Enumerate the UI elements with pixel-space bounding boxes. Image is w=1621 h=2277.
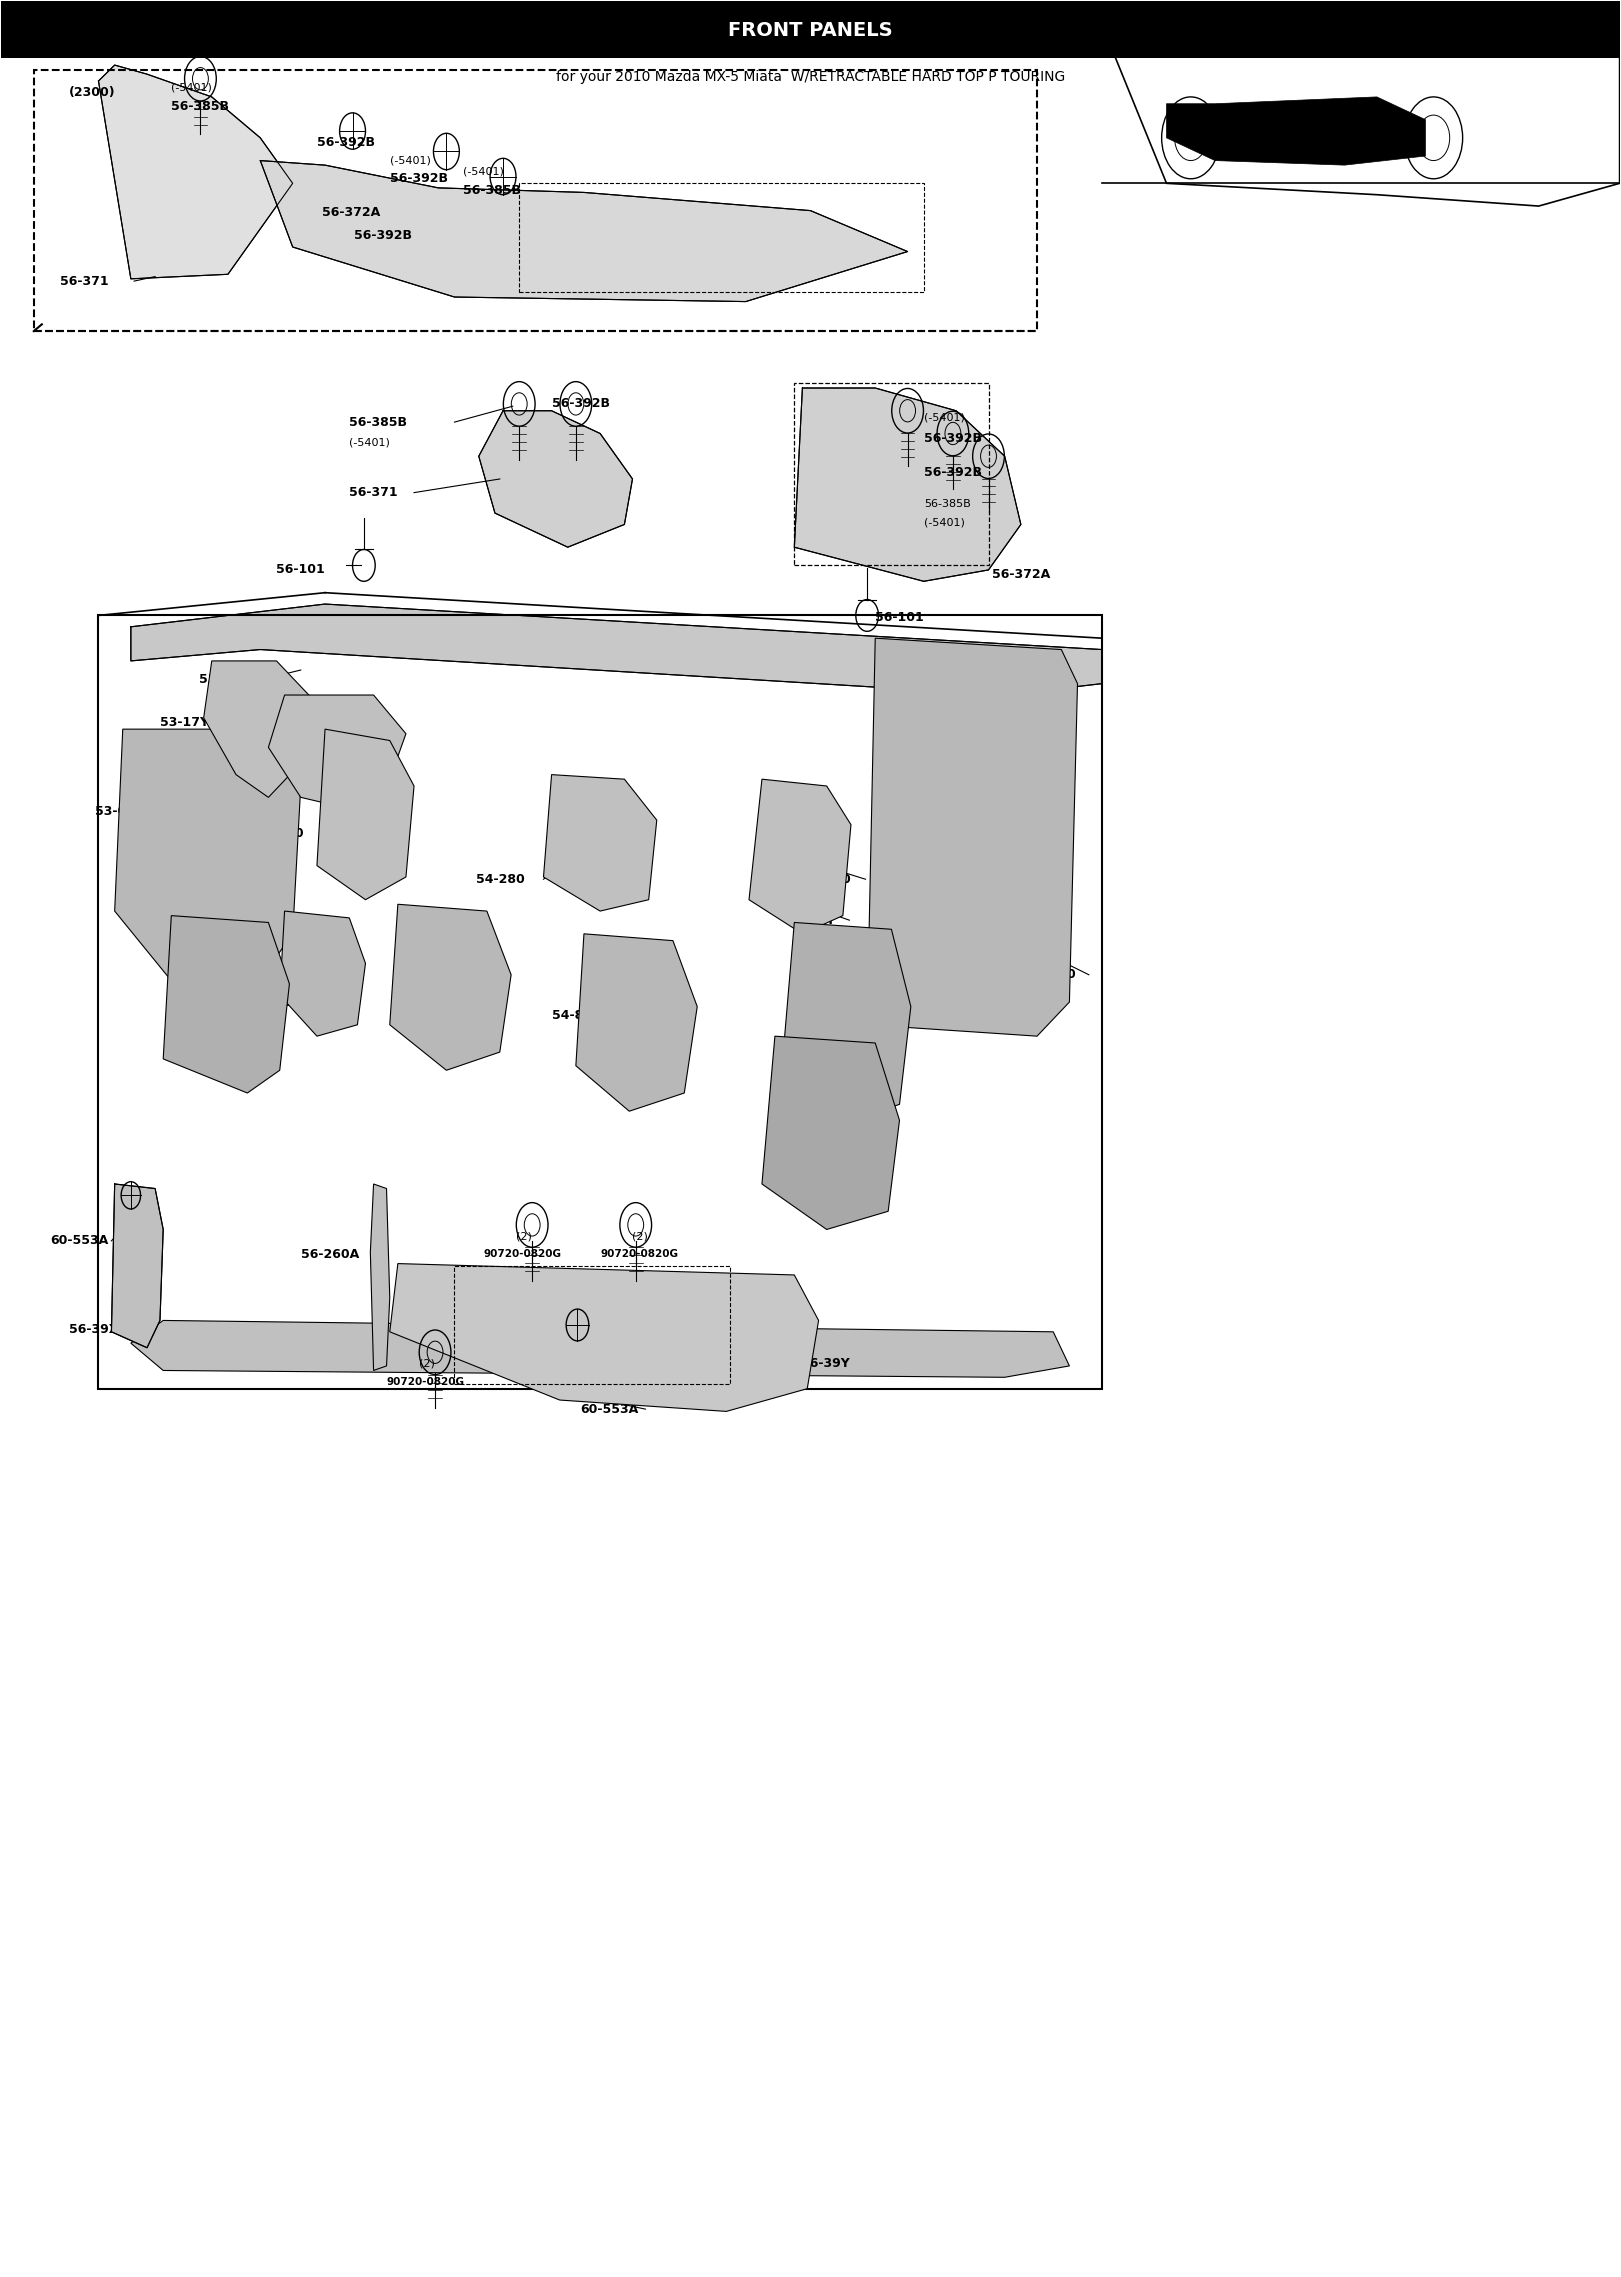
Text: (-5401): (-5401) [924,412,964,424]
Text: 56-39Y: 56-39Y [801,1357,849,1371]
Polygon shape [131,603,1102,694]
Text: 54-17Y: 54-17Y [786,913,835,927]
Polygon shape [1248,116,1328,157]
Text: 53-814: 53-814 [396,965,444,979]
Text: (2): (2) [632,1232,648,1241]
Text: 56-260A: 56-260A [302,1248,358,1261]
Text: 56-101: 56-101 [277,562,326,576]
Text: 56-392B: 56-392B [318,137,374,148]
Polygon shape [762,1036,900,1230]
Text: FRONT PANELS: FRONT PANELS [728,20,893,41]
Polygon shape [749,779,851,934]
Text: 53-100: 53-100 [1028,968,1076,981]
Text: 53-05X: 53-05X [96,804,144,817]
Text: 56-101: 56-101 [875,610,924,624]
Text: 56-372A: 56-372A [992,567,1050,581]
Text: 56-385B: 56-385B [349,417,407,428]
Polygon shape [115,729,302,990]
Polygon shape [389,904,511,1070]
Polygon shape [131,1321,1070,1378]
Text: 56-392B: 56-392B [389,173,447,184]
Polygon shape [389,1264,819,1412]
Polygon shape [370,1184,389,1371]
Polygon shape [112,1184,164,1348]
Text: 53-17Y: 53-17Y [160,715,209,729]
Text: (-5401): (-5401) [924,517,964,528]
Text: 60-553A: 60-553A [580,1403,639,1416]
Text: (-5401): (-5401) [462,166,504,178]
Text: 53-883: 53-883 [245,995,292,1009]
Text: 54-814: 54-814 [551,1009,600,1022]
Polygon shape [261,162,908,301]
Polygon shape [164,915,290,1093]
Polygon shape [794,387,1021,581]
Polygon shape [318,729,413,899]
Text: 56-39X: 56-39X [70,1323,118,1337]
Text: 56-392B: 56-392B [924,433,982,444]
Text: 54-05X: 54-05X [817,1022,867,1036]
Text: 53-280: 53-280 [209,758,258,772]
Polygon shape [269,694,405,808]
Text: (2): (2) [418,1359,434,1368]
Text: (-5401): (-5401) [389,155,431,166]
Polygon shape [204,660,310,797]
Text: 56-385B: 56-385B [924,499,971,510]
Bar [2,2,1619,59]
Text: 56-392B: 56-392B [551,398,609,410]
Bar [99,615,1102,1389]
Polygon shape [1167,98,1425,166]
Text: 56-372A: 56-372A [323,207,379,219]
Text: (2300): (2300) [70,87,117,98]
Text: 56-385B: 56-385B [172,100,229,112]
Polygon shape [478,410,632,546]
Text: 54-280: 54-280 [475,872,524,886]
Text: for your 2010 Mazda MX-5 Miata  W/RETRACTABLE HARD TOP P TOURING: for your 2010 Mazda MX-5 Miata W/RETRACT… [556,71,1065,84]
Polygon shape [781,922,911,1123]
Text: 90720-0820G: 90720-0820G [386,1378,465,1387]
Polygon shape [280,911,365,1036]
Text: 90720-0820G: 90720-0820G [483,1250,561,1259]
Text: 56-371: 56-371 [60,276,109,287]
Text: (-5401): (-5401) [349,437,391,449]
Text: 54-160: 54-160 [802,872,851,886]
Text: 56-385B: 56-385B [462,184,520,196]
Text: 56-392B: 56-392B [924,467,982,478]
Polygon shape [543,774,657,911]
Text: 90720-0820G: 90720-0820G [600,1250,678,1259]
Text: (-5401): (-5401) [172,82,212,93]
Text: (2): (2) [515,1232,532,1241]
Text: 56-371: 56-371 [349,485,397,499]
Polygon shape [575,934,697,1111]
Text: 53-160B: 53-160B [274,965,331,979]
Text: 60-553A: 60-553A [50,1234,109,1248]
Polygon shape [867,638,1078,1036]
Text: 56-101: 56-101 [559,1327,608,1341]
Text: 56-392B: 56-392B [353,230,412,241]
Polygon shape [99,66,293,278]
Text: 53-160: 53-160 [256,827,305,840]
Text: 53-150: 53-150 [199,672,248,685]
Text: 54-883: 54-883 [778,1111,827,1125]
